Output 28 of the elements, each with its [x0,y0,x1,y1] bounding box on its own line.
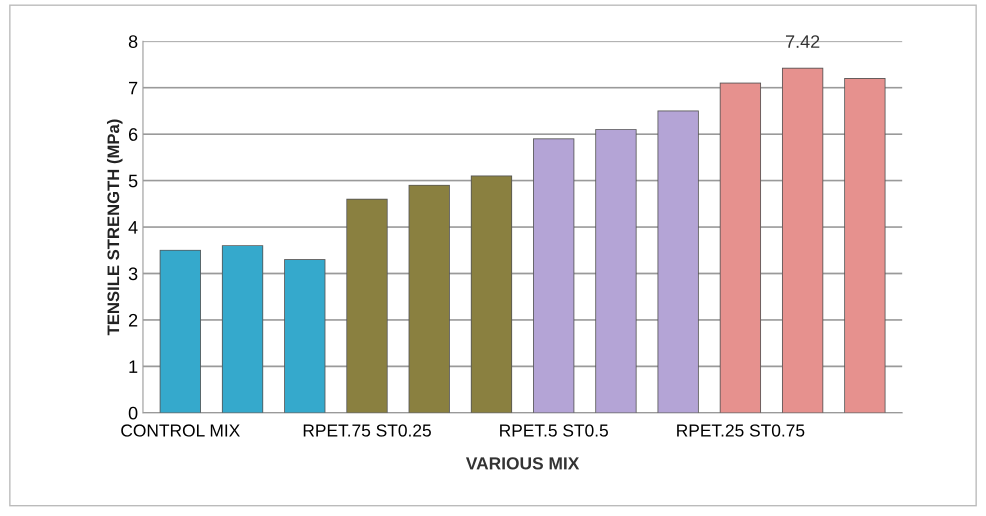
x-tick-label: RPET.25 ST0.75 [677,424,804,437]
data-label: 7.42 [786,35,820,48]
y-tick-label: 6 [128,128,138,141]
y-tick-label: 0 [128,406,138,420]
y-tick-label: 2 [128,314,138,326]
bar [658,110,699,413]
x-tick-label: RPET.5 ST0.5 [500,424,608,437]
bar [284,259,326,413]
y-axis-title: TENSILE STRENGTH (MPa) [106,120,123,336]
bar [470,176,512,413]
y-tick-label: 1 [129,360,138,373]
y-tick-label: 7 [128,82,138,94]
x-axis-title: VARIOUS MIX [466,457,580,470]
y-tick-label: 8 [128,35,138,48]
bar [346,198,388,413]
bar [844,78,886,413]
bar [160,250,201,413]
y-tick-label: 3 [128,267,138,280]
bar [408,184,450,413]
x-tick-label: RPET.75 ST0.25 [304,424,431,437]
y-tick-label: 5 [128,174,138,188]
y-tick-label: 4 [128,221,138,234]
x-tick-label: CONTROL MIX [121,424,240,437]
bar [782,68,824,413]
bar [533,138,574,413]
bar [720,82,762,413]
bar [222,245,264,413]
bar [595,129,637,413]
